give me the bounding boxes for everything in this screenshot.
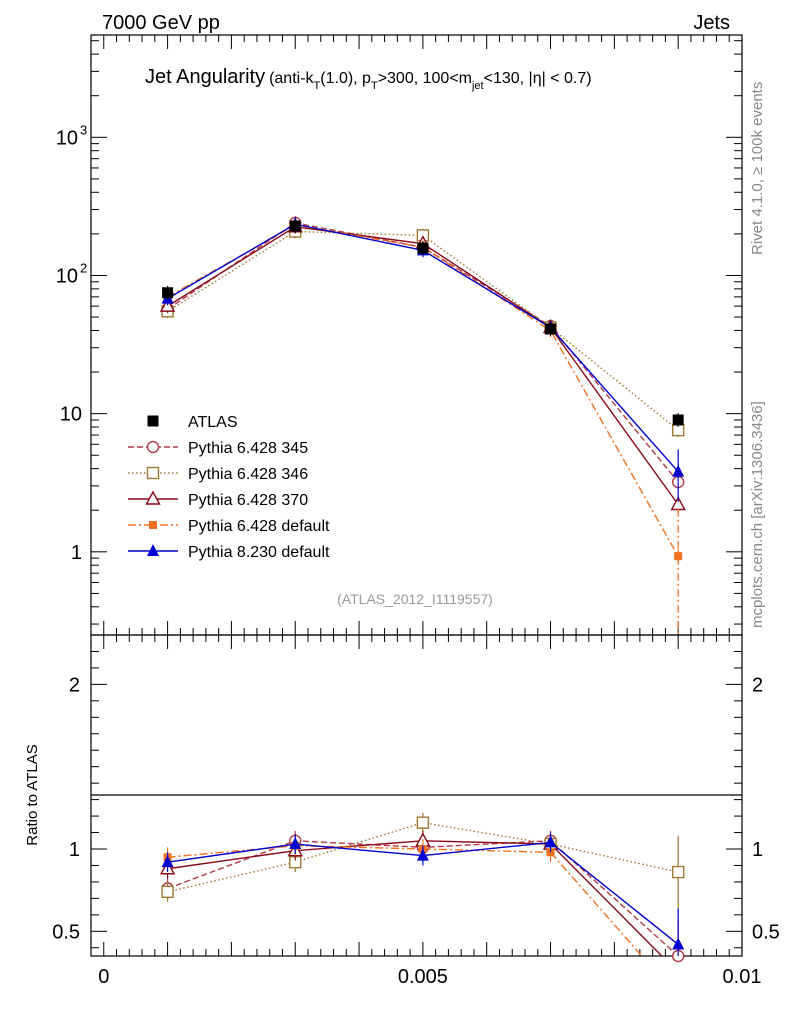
legend-label: ATLAS xyxy=(188,414,238,431)
legend-label: Pythia 6.428 346 xyxy=(188,466,308,483)
ratio-y-tick-labels: 0.5 0.5 1 1 2 2 xyxy=(52,674,780,943)
ratio-line-2 xyxy=(167,840,663,957)
analysis-id-label: (ATLAS_2012_I1119557) xyxy=(337,591,493,607)
ratio-point xyxy=(544,835,557,848)
ratio-series-layer xyxy=(159,812,685,963)
legend-entry-0: ATLAS xyxy=(147,414,238,431)
main-series-4 xyxy=(163,218,683,563)
main-y-tick-label: 1 xyxy=(71,542,82,564)
ratio-point xyxy=(161,885,174,898)
ratio-y-axis-label: Ratio to ATLAS xyxy=(24,744,41,845)
legend-label: Pythia 8.230 default xyxy=(188,544,330,561)
main-y-tick-exponent: 2 xyxy=(80,260,87,275)
ratio-series-4 xyxy=(161,832,685,956)
ratio-point xyxy=(161,855,174,868)
legend-marker xyxy=(146,440,160,454)
main-point xyxy=(674,552,683,561)
legend-marker xyxy=(146,466,160,480)
legend-entry-5: Pythia 8.230 default xyxy=(128,544,330,561)
ratio-point xyxy=(672,937,685,950)
ratio-point xyxy=(671,865,685,879)
header-energy-label: 7000 GeV pp xyxy=(102,12,220,34)
legend-label: Pythia 6.428 default xyxy=(188,518,330,535)
main-point xyxy=(162,287,174,299)
main-series-layer xyxy=(159,216,686,635)
ratio-point xyxy=(416,816,430,829)
ratio-y-tick-label: 0.5 xyxy=(52,921,80,943)
legend: ATLAS Pythia 6.428 345 Pythia 6.428 346 Pyt… xyxy=(128,414,330,561)
legend-marker xyxy=(147,415,159,427)
legend-marker xyxy=(149,521,157,529)
main-y-tick-label: 10 xyxy=(56,265,78,287)
main-point xyxy=(672,414,684,426)
legend-entry-3: Pythia 6.428 370 xyxy=(128,490,308,509)
main-line-3 xyxy=(167,226,679,505)
main-point xyxy=(417,242,429,254)
legend-entry-2: Pythia 6.428 346 xyxy=(128,466,308,483)
x-tick-label: 0 xyxy=(98,966,109,988)
plot-title: Jet Angularity (anti-kT(1.0), pT>300, 100… xyxy=(145,66,592,92)
legend-entry-4: Pythia 6.428 default xyxy=(128,518,330,535)
ratio-point xyxy=(289,837,302,850)
mcplots-label: mcplots.cern.ch [arXiv:1306.3436] xyxy=(749,401,766,628)
main-axis-ticks xyxy=(91,35,743,635)
title-main: Jet Angularity xyxy=(145,66,265,88)
ratio-y-tick-label: 2 xyxy=(69,674,80,696)
main-series-0 xyxy=(162,219,684,427)
ratio-y-tick-label: 1 xyxy=(69,839,80,861)
x-tick-label: 0.01 xyxy=(723,966,762,988)
x-tick-labels: 0 0.005 0.01 xyxy=(98,966,761,988)
legend-label: Pythia 6.428 345 xyxy=(188,440,308,457)
header-jets-label: Jets xyxy=(693,12,730,34)
legend-label: Pythia 6.428 370 xyxy=(188,492,308,509)
legend-entry-1: Pythia 6.428 345 xyxy=(128,440,308,457)
main-line-2 xyxy=(167,230,679,431)
legend-marker xyxy=(147,544,159,556)
rivet-version-label: Rivet 4.1.0, ≥ 100k events xyxy=(749,82,766,255)
main-y-tick-label: 10 xyxy=(56,127,78,149)
ratio-y-tick-label-right: 1 xyxy=(752,839,763,861)
main-y-tick-exponent: 3 xyxy=(80,122,87,137)
ratio-point xyxy=(416,848,429,861)
main-line-5 xyxy=(167,223,679,473)
ratio-y-tick-label-right: 0.5 xyxy=(752,921,780,943)
ratio-axis-ticks xyxy=(91,635,743,956)
legend-marker xyxy=(145,490,161,505)
main-y-tick-label: 10 xyxy=(60,404,82,426)
main-point xyxy=(545,323,557,335)
x-tick-label: 0.005 xyxy=(398,966,448,988)
ratio-y-tick-label-right: 2 xyxy=(752,674,763,696)
main-point xyxy=(289,220,301,232)
